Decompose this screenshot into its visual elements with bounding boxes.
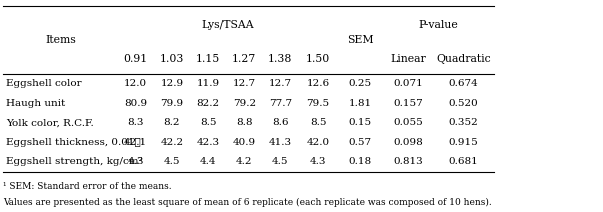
Text: Lys/TSAA: Lys/TSAA: [201, 20, 254, 31]
Text: 79.9: 79.9: [160, 99, 183, 108]
Text: 4.2: 4.2: [236, 158, 253, 166]
Text: 8.5: 8.5: [200, 119, 216, 127]
Text: 0.520: 0.520: [449, 99, 479, 108]
Text: 0.813: 0.813: [393, 158, 423, 166]
Text: Values are presented as the least square of mean of 6 replicate (each replicate : Values are presented as the least square…: [3, 198, 492, 207]
Text: ¹ SEM: Standard error of the means.: ¹ SEM: Standard error of the means.: [3, 182, 172, 191]
Text: 8.8: 8.8: [236, 119, 253, 127]
Text: Eggshell thickness, 0.01㎍: Eggshell thickness, 0.01㎍: [6, 138, 140, 147]
Text: 0.157: 0.157: [393, 99, 423, 108]
Text: Linear: Linear: [390, 54, 426, 64]
Text: 42.1: 42.1: [124, 138, 147, 147]
Text: 0.674: 0.674: [449, 80, 479, 88]
Text: 12.7: 12.7: [269, 80, 292, 88]
Text: 0.18: 0.18: [349, 158, 372, 166]
Text: 0.071: 0.071: [393, 80, 423, 88]
Text: 41.3: 41.3: [269, 138, 292, 147]
Text: P-value: P-value: [419, 20, 458, 31]
Text: 8.5: 8.5: [310, 119, 326, 127]
Text: 1.27: 1.27: [232, 54, 256, 64]
Text: 0.681: 0.681: [449, 158, 479, 166]
Text: Haugh unit: Haugh unit: [6, 99, 65, 108]
Text: 1.81: 1.81: [349, 99, 372, 108]
Text: 40.9: 40.9: [233, 138, 256, 147]
Text: 1.15: 1.15: [196, 54, 220, 64]
Text: 8.6: 8.6: [272, 119, 289, 127]
Text: 4.5: 4.5: [163, 158, 180, 166]
Text: Eggshell strength, kg/cm²: Eggshell strength, kg/cm²: [6, 158, 143, 166]
Text: SEM: SEM: [347, 35, 374, 45]
Text: 79.2: 79.2: [233, 99, 256, 108]
Text: 8.3: 8.3: [127, 119, 144, 127]
Text: 0.352: 0.352: [449, 119, 479, 127]
Text: 12.0: 12.0: [124, 80, 147, 88]
Text: 79.5: 79.5: [306, 99, 330, 108]
Text: 12.6: 12.6: [306, 80, 330, 88]
Text: 42.3: 42.3: [197, 138, 219, 147]
Text: 0.915: 0.915: [449, 138, 479, 147]
Text: 42.2: 42.2: [160, 138, 183, 147]
Text: 80.9: 80.9: [124, 99, 147, 108]
Text: Items: Items: [45, 35, 75, 45]
Text: 82.2: 82.2: [197, 99, 219, 108]
Text: Yolk color, R.C.F.: Yolk color, R.C.F.: [6, 119, 94, 127]
Text: 12.9: 12.9: [160, 80, 183, 88]
Text: 77.7: 77.7: [269, 99, 292, 108]
Text: Quadratic: Quadratic: [437, 54, 491, 64]
Text: 0.91: 0.91: [124, 54, 148, 64]
Text: 1.50: 1.50: [306, 54, 330, 64]
Text: 0.055: 0.055: [393, 119, 423, 127]
Text: 8.2: 8.2: [163, 119, 180, 127]
Text: 42.0: 42.0: [306, 138, 330, 147]
Text: 4.5: 4.5: [272, 158, 289, 166]
Text: Eggshell color: Eggshell color: [6, 80, 81, 88]
Text: 0.15: 0.15: [349, 119, 372, 127]
Text: 12.7: 12.7: [233, 80, 256, 88]
Text: 0.57: 0.57: [349, 138, 372, 147]
Text: 1.38: 1.38: [268, 54, 292, 64]
Text: 0.098: 0.098: [393, 138, 423, 147]
Text: 4.3: 4.3: [127, 158, 144, 166]
Text: 0.25: 0.25: [349, 80, 372, 88]
Text: 1.03: 1.03: [160, 54, 184, 64]
Text: 11.9: 11.9: [197, 80, 219, 88]
Text: 4.3: 4.3: [310, 158, 326, 166]
Text: 4.4: 4.4: [200, 158, 216, 166]
